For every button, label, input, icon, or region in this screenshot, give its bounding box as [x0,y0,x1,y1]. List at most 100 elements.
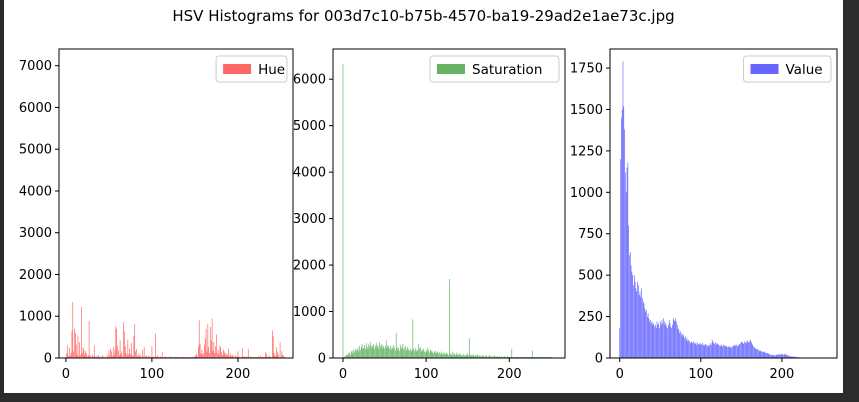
value-bar [750,341,752,358]
value-bar [745,342,746,358]
value-bar [771,354,773,358]
hue-bar [230,355,232,358]
value-bar [787,354,788,358]
hue-bar [68,355,69,358]
saturation-bar [345,355,347,358]
saturation-bar [457,355,459,358]
saturation-bar [479,356,481,358]
saturation-bar [461,356,463,358]
saturation-bar [475,356,477,358]
saturation-bar [440,351,442,358]
hue-bar [155,333,156,358]
value-bar [688,339,689,358]
value-ytick-label: 1750 [570,62,603,77]
saturation-bar [495,356,497,358]
saturation-bar [419,348,420,358]
value-bar [772,355,774,358]
value-bar [723,345,725,358]
hue-bar [96,355,98,358]
value-bar [622,61,624,359]
hue-bar [233,356,234,358]
value-bar [729,346,731,358]
value-bar [689,341,690,358]
value-bar [724,346,726,358]
value-bar [714,343,715,358]
value-bar [776,355,778,358]
saturation-bar [491,356,493,358]
value-bar [624,129,625,358]
hue-bar [217,349,219,358]
value-bar [691,342,693,358]
value-bar [640,296,642,358]
value-bar [728,346,729,358]
hue-bar [143,347,145,358]
hue-bar [206,351,208,358]
value-bar [719,345,720,358]
value-bar [653,323,655,358]
saturation-bar [367,348,369,358]
value-bar [783,353,785,358]
value-bar [669,323,671,358]
value-bar [783,354,784,358]
value-bar [668,324,669,358]
saturation-bar [435,353,437,358]
saturation-bar [443,352,444,358]
value-bar [704,344,706,358]
hue-bar [202,354,204,358]
hue-bar [136,348,137,358]
hue-bar [87,355,89,358]
value-bar [702,344,704,358]
saturation-bar [410,351,412,358]
hue-bar [204,344,205,358]
value-ytick-label: 250 [578,310,603,325]
saturation-bar [380,345,381,358]
value-bar [753,346,754,358]
hue-bar [131,355,133,358]
hue-bar [94,356,96,358]
value-bar [634,275,635,358]
value-bar [760,350,762,358]
saturation-bar [470,354,472,358]
hue-bar [198,320,200,358]
hue-bar [77,335,79,358]
value-bar [621,117,622,358]
value-bar [758,350,760,358]
value-bar [663,321,665,358]
hue-bar [265,352,266,358]
saturation-bar [389,348,390,358]
saturation-bar [448,355,449,358]
saturation-ytick-label: 2000 [293,259,326,274]
hue-bar [277,351,278,358]
hue-bar [244,356,246,358]
hue-bar [135,351,136,358]
hue-bar [111,356,113,358]
saturation-bars [342,63,552,359]
saturation-bar [349,352,350,358]
saturation-bar [387,344,389,358]
hue-bar [222,354,223,358]
value-bar [715,344,717,358]
hue-bar [132,356,134,358]
saturation-bar [453,354,454,358]
hue-bar [237,351,239,358]
saturation-histogram: 0 100 2000100020003000400050006000Saturati… [293,48,566,382]
saturation-bar [357,347,359,358]
hue-bar [215,346,216,358]
saturation-bar [418,344,419,358]
hue-bar [67,345,68,358]
value-bar [621,109,623,358]
saturation-bar [460,354,462,358]
saturation-bar [454,355,456,358]
hue-bar [151,346,153,358]
value-bar [694,343,696,358]
saturation-ytick-label: 3000 [293,212,326,227]
value-bar [642,298,643,358]
value-bar [630,265,632,358]
value-bar [652,324,654,358]
hue-bar [129,348,130,358]
saturation-bar [422,350,424,358]
value-xtick-label: 100 [688,367,713,382]
value-bar [660,324,662,358]
